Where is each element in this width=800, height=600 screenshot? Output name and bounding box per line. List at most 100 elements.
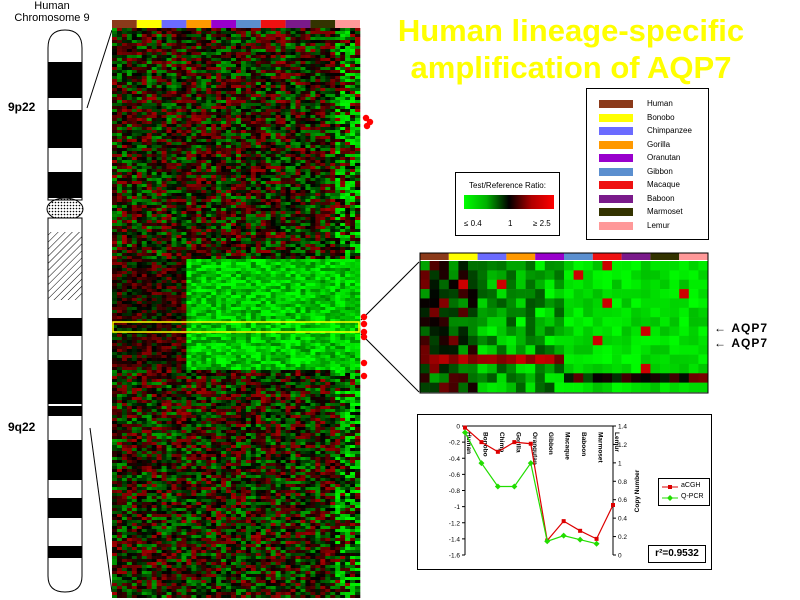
chromosome-band bbox=[48, 360, 82, 404]
category-label: Chimp bbox=[498, 432, 505, 452]
left-tick-label: -0.8 bbox=[449, 488, 461, 495]
legend-label: Baboon bbox=[647, 193, 675, 203]
category-label: Marmoset bbox=[597, 432, 604, 464]
right-tick-label: 1.2 bbox=[618, 442, 627, 449]
chromosome-header-line-2: Chromosome 9 bbox=[14, 12, 90, 24]
zoom-line bbox=[360, 333, 420, 393]
category-label: Baboon bbox=[580, 432, 587, 456]
ratio-high-label: ≥ 2.5 bbox=[533, 219, 551, 228]
legend-swatch bbox=[599, 140, 633, 149]
ratio-legend-title: Test/Reference Ratio: bbox=[469, 181, 546, 190]
left-tick-label: -0.2 bbox=[449, 440, 461, 447]
amplification-marker bbox=[360, 333, 368, 341]
legend-swatch bbox=[599, 208, 633, 216]
qpcr-point bbox=[527, 460, 534, 467]
category-label: Gibbon bbox=[547, 432, 554, 455]
chromosome-band bbox=[48, 498, 82, 518]
zoom-line bbox=[360, 261, 420, 321]
ratio-low-label: ≤ 0.4 bbox=[464, 219, 482, 228]
species-header-macaque bbox=[260, 20, 286, 28]
right-tick-label: 1 bbox=[618, 460, 622, 467]
category-label: Lemur bbox=[613, 432, 620, 452]
zoom-species-header-baboon bbox=[621, 253, 651, 260]
legend-swatch bbox=[599, 221, 633, 230]
legend-swatch bbox=[599, 194, 633, 203]
acgh-point bbox=[611, 503, 615, 508]
qpcr-point bbox=[478, 460, 485, 467]
right-tick-label: 1.4 bbox=[618, 424, 627, 431]
amplification-marker bbox=[360, 320, 368, 328]
amplification-marker bbox=[360, 313, 368, 321]
zoom-species-header-human bbox=[420, 253, 449, 260]
left-tick-label: -0.4 bbox=[449, 456, 461, 463]
legend-acgh-label: aCGH bbox=[681, 482, 701, 489]
zoomed-heatmap bbox=[419, 252, 709, 394]
amplification-marker bbox=[362, 114, 370, 122]
zoom-species-header-gorilla bbox=[506, 253, 536, 260]
species-header-gorilla bbox=[186, 20, 212, 28]
acgh-point bbox=[463, 425, 467, 430]
species-header-marmoset bbox=[310, 20, 336, 28]
zoom-line bbox=[86, 29, 113, 109]
acgh-point bbox=[594, 536, 599, 541]
title-line-2: amplification of AQP7 bbox=[410, 50, 732, 85]
species-header-oranutan bbox=[211, 20, 236, 28]
species-header-lemur bbox=[335, 20, 360, 28]
ratio-legend: Test/Reference Ratio: ≤ 0.4 1 ≥ 2.5 bbox=[455, 172, 560, 236]
heatmap-cells bbox=[112, 28, 361, 598]
chromosome-band bbox=[48, 406, 82, 416]
zoom-species-header-lemur bbox=[679, 253, 708, 260]
legend-label: Lemur bbox=[647, 220, 670, 230]
left-tick-label: -1.6 bbox=[449, 553, 461, 560]
category-label: Orangutan bbox=[531, 432, 538, 465]
zoom-species-header-oranutan bbox=[535, 253, 564, 260]
zoom-species-header-chimpanzee bbox=[477, 253, 507, 260]
qpcr-point bbox=[462, 429, 468, 436]
arm-label-q: 9q22 bbox=[8, 420, 36, 434]
legend-label: Gibbon bbox=[647, 166, 673, 176]
zoom-species-header-macaque bbox=[592, 253, 622, 260]
slide-title: Human lineage-specific amplification of … bbox=[378, 12, 764, 86]
chromosome-header: Human Chromosome 9 bbox=[14, 0, 90, 24]
zoom-species-header-marmoset bbox=[650, 253, 680, 260]
legend-swatch bbox=[599, 181, 633, 189]
acgh-point bbox=[495, 449, 500, 454]
acgh-point bbox=[528, 441, 533, 446]
amplification-marker bbox=[360, 328, 368, 336]
chromosome-header-line-1: Human bbox=[34, 0, 70, 12]
legend-label: Marmoset bbox=[647, 207, 683, 216]
legend-marker-acgh bbox=[668, 485, 672, 489]
legend-label: Oranutan bbox=[647, 153, 681, 162]
chromosome-band bbox=[48, 318, 82, 336]
legend-marker-qpcr bbox=[667, 495, 673, 501]
title-line-1: Human lineage-specific bbox=[397, 13, 745, 48]
qpcr-point bbox=[577, 536, 584, 543]
amplification-marker bbox=[363, 122, 371, 130]
chromosome-heterochromatin bbox=[48, 232, 82, 300]
left-tick-label: -1.4 bbox=[449, 536, 461, 543]
legend-label: Gorilla bbox=[647, 139, 671, 149]
legend-swatch bbox=[599, 127, 633, 135]
zoom-species-header-gibbon bbox=[564, 253, 593, 260]
aqp7-label-1: ← AQP7 bbox=[714, 321, 769, 335]
chromosome-band bbox=[48, 440, 82, 480]
species-header-bonobo bbox=[136, 20, 162, 28]
chromosome-band bbox=[48, 172, 82, 198]
category-label: Macaque bbox=[564, 432, 571, 460]
ratio-mid-label: 1 bbox=[508, 219, 513, 228]
zoom-species-header-bonobo bbox=[448, 253, 478, 260]
legend-swatch bbox=[599, 167, 633, 176]
ratio-color-bar bbox=[464, 195, 554, 209]
chromosome-band bbox=[48, 546, 82, 558]
legend-swatch bbox=[599, 113, 633, 122]
chromosome-band bbox=[48, 110, 82, 148]
aqp7-label-2: ← AQP7 bbox=[714, 336, 769, 350]
acgh-heatmap bbox=[112, 20, 361, 598]
chromosome-band bbox=[48, 62, 82, 98]
qpcr-point bbox=[560, 532, 567, 539]
left-tick-label: -1 bbox=[454, 504, 460, 511]
right-tick-label: 0.2 bbox=[618, 534, 627, 541]
right-tick-label: 0 bbox=[618, 553, 622, 560]
acgh-point bbox=[479, 440, 484, 445]
species-legend: Human Bonobo Chimpanzee Gorilla Oranutan Gibb… bbox=[586, 88, 709, 240]
